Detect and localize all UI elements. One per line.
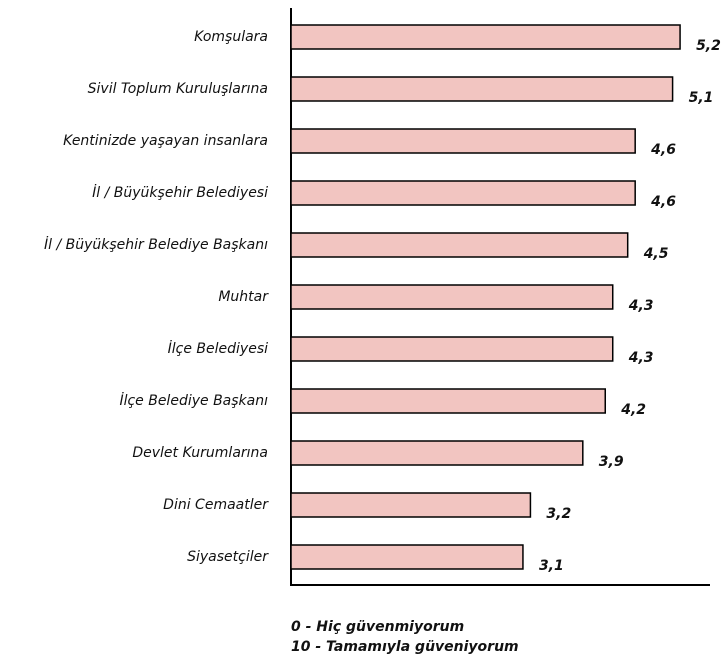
value-label: 4,3 <box>628 298 654 314</box>
annotation: 10 - Tamamıyla güveniyorum <box>291 639 519 655</box>
bar <box>290 440 584 466</box>
category-label: Komşulara <box>194 29 268 45</box>
bar <box>290 336 614 362</box>
category-label: İlçe Belediyesi <box>168 339 268 357</box>
value-label: 4,3 <box>628 350 654 366</box>
category-label: Siyasetçiler <box>187 549 269 565</box>
bar <box>290 128 636 154</box>
value-label: 3,1 <box>539 558 564 574</box>
category-label: Kentinizde yaşayan insanlara <box>63 133 268 149</box>
category-label: İl / Büyükşehir Belediye Başkanı <box>44 235 268 253</box>
bar <box>290 24 681 50</box>
value-label: 4,6 <box>650 142 676 158</box>
category-label: Dini Cemaatler <box>163 497 269 513</box>
value-label: 4,2 <box>620 402 646 418</box>
value-label: 5,1 <box>689 90 714 106</box>
bar <box>290 388 606 414</box>
category-label: İl / Büyükşehir Belediyesi <box>92 183 268 201</box>
value-label: 4,6 <box>650 194 676 210</box>
bar <box>290 492 532 518</box>
bar <box>290 76 674 102</box>
bar <box>290 284 614 310</box>
value-label: 5,2 <box>696 38 721 54</box>
bar <box>290 232 629 258</box>
category-label: Sivil Toplum Kuruluşlarına <box>88 81 268 97</box>
category-label: Muhtar <box>218 289 269 305</box>
bar <box>290 180 636 206</box>
category-label: Devlet Kurumlarına <box>132 445 268 461</box>
value-label: 4,5 <box>643 246 669 262</box>
value-label: 3,2 <box>546 506 571 522</box>
annotation: 0 - Hiç güvenmiyorum <box>291 619 464 635</box>
category-label: İlçe Belediye Başkanı <box>119 391 268 409</box>
bar <box>290 544 524 570</box>
value-label: 3,9 <box>599 454 624 470</box>
